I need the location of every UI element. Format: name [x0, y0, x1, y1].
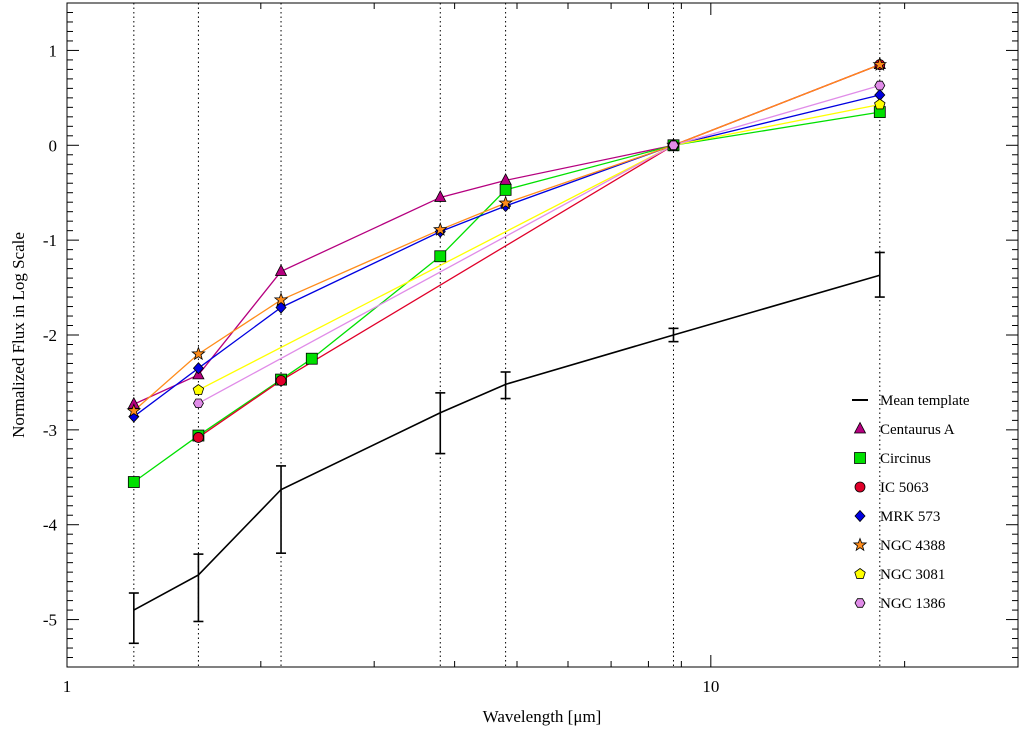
series-layer — [126, 57, 888, 488]
y-axis-ticks: -5 -4 -3 -2 -1 0 1 — [43, 2, 1018, 668]
legend-marker-ic-5063 — [854, 481, 866, 493]
series-line-ngc-4388 — [133, 64, 881, 412]
data-point-ngc-1386 — [874, 80, 886, 91]
legend-marker-mrk-573 — [854, 509, 866, 523]
x-tick-label: 10 — [702, 677, 719, 696]
data-point-ic-5063 — [193, 432, 204, 443]
legend: Mean template Centaurus A Circinus IC 5063 M… — [852, 393, 970, 612]
legend-marker-ngc-1386 — [854, 598, 866, 608]
data-point-ic-5063 — [275, 375, 287, 386]
x-tick-label: 1 — [63, 677, 72, 696]
data-point-ngc-1386 — [192, 398, 204, 409]
y-axis-title: Normalized Flux in Log Scale — [9, 232, 28, 438]
series-line-circinus — [133, 111, 880, 483]
series-line-ngc-1386 — [198, 84, 880, 404]
legend-label-ngc-1386: NGC 1386 — [880, 596, 946, 612]
y-tick-label: 1 — [49, 41, 58, 60]
data-point-ngc-4388 — [191, 346, 206, 361]
legend-marker-centaurus-a — [853, 421, 867, 434]
legend-label-ngc-4388: NGC 4388 — [880, 538, 945, 554]
legend-label-ngc-3081: NGC 3081 — [880, 567, 945, 583]
x-axis-title: Wavelength [μm] — [483, 707, 602, 726]
legend-marker-circinus — [854, 452, 866, 464]
data-point-ngc-3081 — [192, 384, 205, 395]
y-tick-label: 0 — [49, 136, 58, 155]
legend-label-circinus: Circinus — [880, 451, 931, 467]
data-point-circinus — [127, 476, 140, 488]
data-point-ngc-4388 — [126, 403, 142, 418]
data-point-ngc-1386 — [668, 140, 679, 151]
data-point-ngc-4388 — [273, 292, 289, 307]
data-point-ngc-4388 — [432, 222, 448, 236]
legend-marker-ngc-4388 — [852, 537, 868, 552]
legend-label-mrk-573: MRK 573 — [880, 509, 940, 525]
series-line-mrk-573 — [133, 94, 880, 418]
mean-template-layer — [128, 251, 885, 645]
legend-label-mean-template: Mean template — [880, 393, 970, 409]
data-point-ngc-4388 — [872, 57, 888, 71]
data-point-ngc-3081 — [874, 98, 886, 110]
data-point-mrk-573 — [192, 362, 204, 375]
mean-template-line — [133, 274, 881, 611]
data-point-circinus — [305, 352, 318, 365]
x-axis-ticks: 1 10 — [63, 3, 1019, 696]
y-tick-label: -1 — [43, 231, 57, 250]
legend-marker-ngc-3081 — [854, 568, 866, 579]
reference-lines — [133, 3, 881, 667]
legend-label-ic-5063: IC 5063 — [880, 480, 929, 496]
y-tick-label: -4 — [43, 516, 58, 535]
data-point-centaurus-a — [434, 190, 447, 202]
y-tick-label: -5 — [43, 611, 57, 630]
data-point-centaurus-a — [274, 264, 288, 276]
data-point-circinus — [434, 250, 447, 263]
legend-label-centaurus-a: Centaurus A — [880, 422, 955, 438]
y-tick-label: -2 — [43, 326, 57, 345]
data-point-ngc-4388 — [498, 195, 513, 210]
y-tick-label: -3 — [43, 421, 57, 440]
data-point-circinus — [499, 183, 512, 196]
series-line-centaurus-a — [133, 64, 881, 405]
